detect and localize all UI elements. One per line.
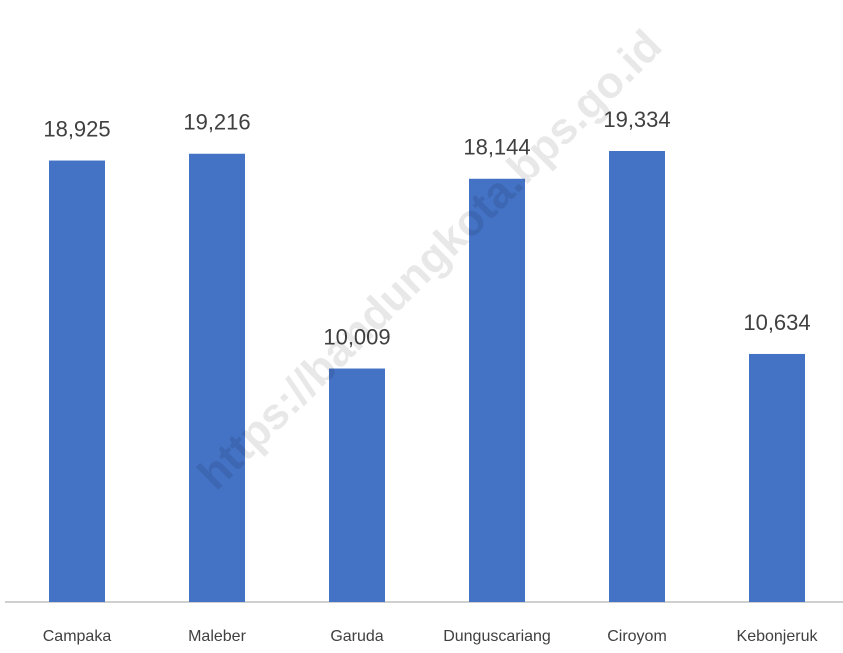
x-tick-label: Ciroyom [607, 628, 667, 645]
value-label: 10,009 [323, 324, 390, 349]
x-tick-label: Dunguscariang [443, 628, 551, 645]
x-tick-label: Maleber [188, 628, 246, 645]
value-label: 18,144 [463, 135, 530, 160]
x-tick-label: Garuda [330, 628, 383, 645]
value-label: 19,334 [603, 107, 670, 132]
bar [749, 353, 805, 602]
bar [189, 153, 245, 602]
value-label: 18,925 [43, 116, 110, 141]
x-tick-label: Kebonjeruk [737, 628, 819, 645]
bar [609, 151, 665, 602]
x-tick-label: Campaka [43, 628, 112, 645]
watermark: https://bandungkota.bps.go.id [189, 21, 672, 499]
value-label: 19,216 [183, 110, 250, 135]
bar [469, 178, 525, 603]
value-label: 10,634 [743, 310, 810, 335]
bar [49, 160, 105, 602]
bar [329, 368, 385, 602]
